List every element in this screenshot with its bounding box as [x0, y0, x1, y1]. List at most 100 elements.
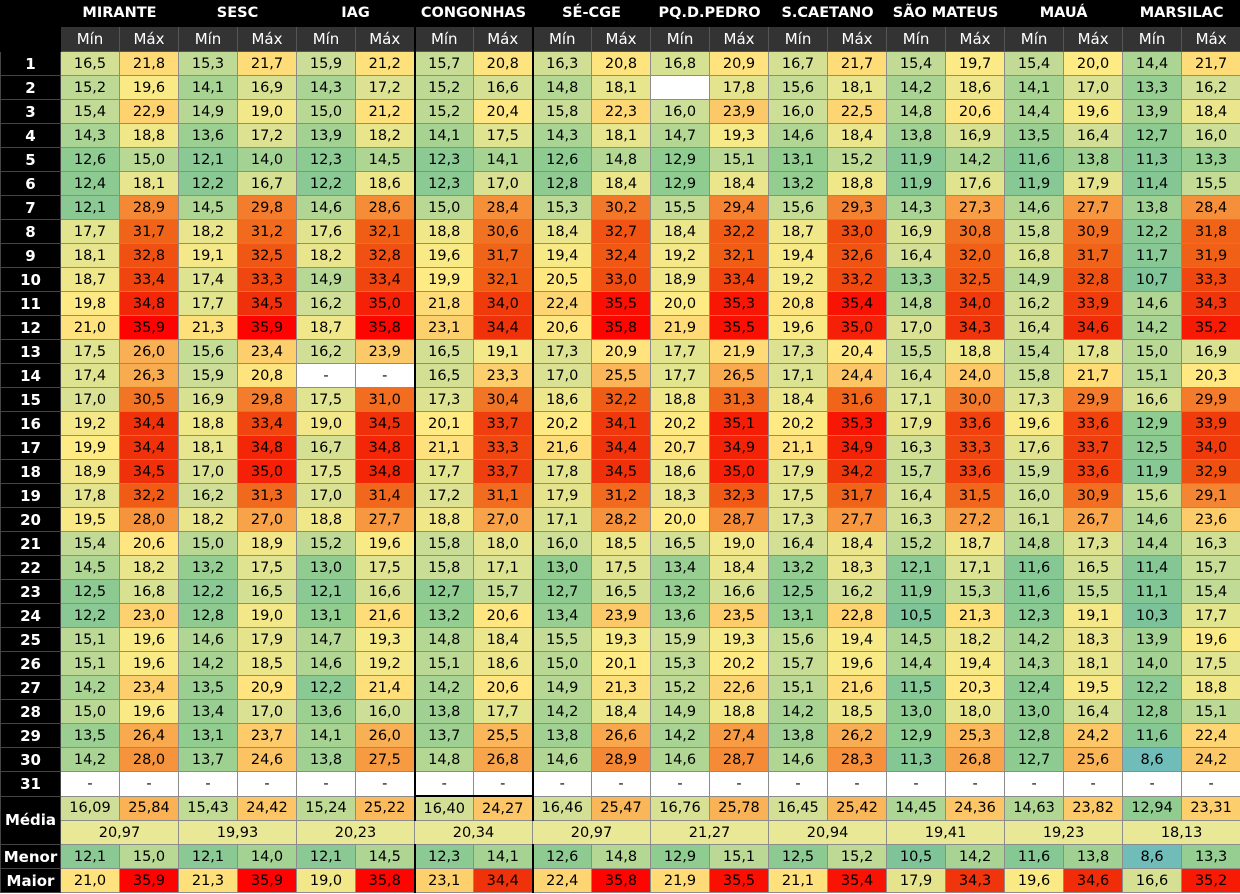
value-cell: 20,3: [945, 675, 1006, 700]
row-label: 10: [0, 267, 61, 292]
value-cell: 21,3: [945, 603, 1006, 628]
value-cell: 12,94: [1122, 795, 1183, 821]
value-cell: 13,1: [768, 147, 829, 172]
row-label: 15: [0, 387, 61, 412]
value-cell: 18,5: [590, 531, 652, 556]
overall-mean-cell: 19,41: [886, 820, 1006, 845]
value-cell: 29,1: [1181, 483, 1240, 508]
value-cell: 15,1: [709, 844, 770, 869]
value-cell: 17,1: [473, 555, 534, 580]
value-cell: 32,0: [945, 243, 1006, 268]
value-cell: 30,8: [945, 219, 1006, 244]
min-column-header: Mín: [532, 25, 592, 52]
max-column-header: Máx: [945, 25, 1006, 52]
value-cell: 17,3: [1004, 387, 1065, 412]
value-cell: 16,4: [886, 483, 947, 508]
value-cell: 17,4: [60, 363, 120, 388]
value-cell: 21,1: [413, 435, 474, 460]
table-row: 19 17,8 32,2 16,2 31,3 17,0 31,4 17,2 31,1 17,9 31…: [0, 483, 1240, 508]
value-cell: 16,9: [1181, 339, 1240, 364]
value-cell: 16,2: [1181, 75, 1240, 100]
value-cell: 17,2: [237, 123, 297, 148]
value-cell: 18,0: [473, 531, 534, 556]
value-cell: 12,3: [413, 147, 474, 172]
value-cell: 14,6: [1004, 195, 1065, 220]
value-cell: 11,3: [886, 747, 947, 772]
value-cell: 19,0: [709, 531, 770, 556]
value-cell: -: [119, 771, 179, 797]
value-cell: 16,6: [355, 579, 415, 604]
value-cell: 13,5: [1004, 123, 1065, 148]
max-column-header: Máx: [355, 25, 415, 52]
row-label: 9: [0, 243, 61, 268]
value-cell: 17,5: [237, 555, 297, 580]
value-cell: 25,47: [590, 795, 652, 821]
value-cell: 17,6: [1004, 435, 1065, 460]
min-column-header: Mín: [886, 25, 947, 52]
value-cell: 18,8: [709, 699, 770, 724]
table-row: 9 18,1 32,8 19,1 32,5 18,2 32,8 19,6 31,7 19,4 32,…: [0, 243, 1240, 268]
value-cell: 15,1: [60, 627, 120, 652]
value-cell: 13,9: [1122, 99, 1183, 124]
row-label: 21: [0, 531, 61, 556]
value-cell: 25,6: [1063, 747, 1124, 772]
value-cell: -: [60, 771, 120, 797]
value-cell: 35,0: [237, 459, 297, 484]
value-cell: 15,1: [1181, 699, 1240, 724]
value-cell: 14,4: [1122, 51, 1183, 76]
value-cell: 14,0: [237, 147, 297, 172]
min-column-header: Mín: [650, 25, 711, 52]
value-cell: 18,4: [768, 387, 829, 412]
value-cell: 17,5: [296, 459, 356, 484]
value-cell: 16,5: [590, 579, 652, 604]
value-cell: 13,9: [296, 123, 356, 148]
value-cell: 26,8: [945, 747, 1006, 772]
value-cell: 15,2: [60, 75, 120, 100]
value-cell: 18,2: [178, 219, 238, 244]
table-row: 11 19,8 34,8 17,7 34,5 16,2 35,0 21,8 34,0 22,4 35…: [0, 291, 1240, 316]
value-cell: 20,1: [590, 651, 652, 676]
value-cell: 15,0: [119, 844, 179, 869]
value-cell: 20,8: [768, 291, 829, 316]
value-cell: 34,5: [355, 411, 415, 436]
station-header: IAG: [296, 0, 415, 27]
value-cell: 21,1: [768, 868, 829, 893]
value-cell: 19,9: [413, 267, 474, 292]
value-cell: 16,4: [886, 363, 947, 388]
value-cell: 11,4: [1122, 171, 1183, 196]
value-cell: 12,7: [413, 579, 474, 604]
value-cell: 19,3: [709, 123, 770, 148]
min-column-header: Mín: [768, 25, 829, 52]
value-cell: 35,5: [709, 315, 770, 340]
value-cell: 32,6: [827, 243, 888, 268]
value-cell: 23,9: [355, 339, 415, 364]
value-cell: 26,2: [827, 723, 888, 748]
value-cell: 22,3: [590, 99, 652, 124]
value-cell: 30,5: [119, 387, 179, 412]
value-cell: 35,4: [827, 868, 888, 893]
value-cell: 20,4: [473, 99, 534, 124]
value-cell: 15,7: [886, 459, 947, 484]
value-cell: 17,8: [709, 75, 770, 100]
value-cell: 32,2: [590, 387, 652, 412]
overall-mean-cell: 20,97: [531, 820, 652, 845]
row-label: 25: [0, 627, 61, 652]
value-cell: 18,8: [413, 219, 474, 244]
value-cell: 17,1: [945, 555, 1006, 580]
value-cell: 32,4: [590, 243, 652, 268]
value-cell: 13,7: [413, 723, 474, 748]
value-cell: 31,6: [827, 387, 888, 412]
value-cell: 12,9: [886, 723, 947, 748]
table-row: Maior 21,0 35,9 21,3 35,9 19,0 35,8 23,1 34,4 22,…: [0, 868, 1240, 893]
value-cell: 19,5: [60, 507, 120, 532]
value-cell: -: [473, 771, 534, 797]
value-cell: 14,6: [296, 195, 356, 220]
value-cell: 33,3: [237, 267, 297, 292]
max-column-header: Máx: [827, 25, 888, 52]
value-cell: 14,0: [237, 844, 297, 869]
value-cell: 13,0: [886, 699, 947, 724]
value-cell: 15,2: [296, 531, 356, 556]
value-cell: 32,5: [237, 243, 297, 268]
value-cell: 31,2: [590, 483, 652, 508]
value-cell: 23,6: [1181, 507, 1240, 532]
